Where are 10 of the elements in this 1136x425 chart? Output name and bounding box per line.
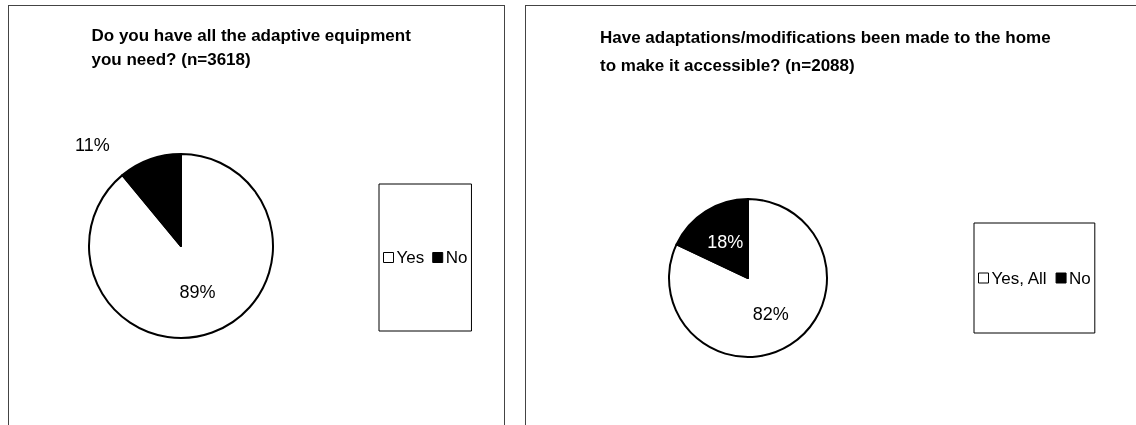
data-label: 82% bbox=[752, 303, 789, 324]
data-label: 18% bbox=[707, 232, 744, 253]
legend-label: No bbox=[1069, 268, 1091, 288]
data-label: 89% bbox=[179, 282, 216, 303]
legend-label: Yes bbox=[396, 248, 425, 267]
chart-title: Do you have all the adaptive equipment you need? (n=3618) bbox=[91, 25, 416, 69]
legend-label: No bbox=[445, 248, 468, 267]
legend-label: Yes, All bbox=[991, 268, 1047, 288]
chart-title: Have adaptations/modifications been made to the home to make it accessible? (n=2088) bbox=[600, 27, 1056, 75]
data-label: 11% bbox=[75, 135, 110, 156]
